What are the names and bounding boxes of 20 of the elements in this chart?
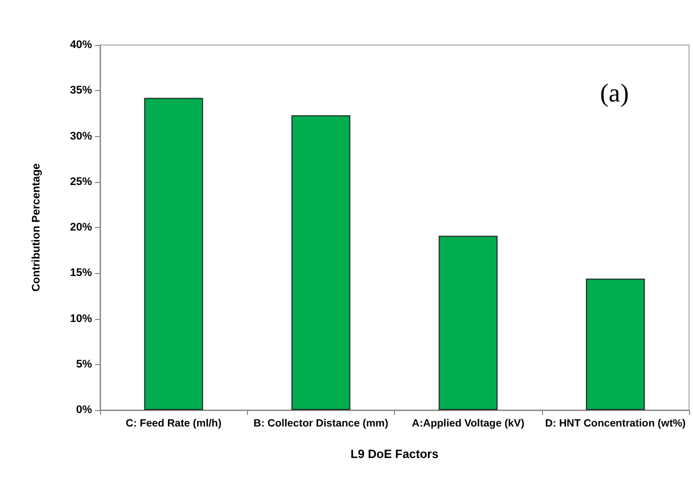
y-tick-label: 5% — [76, 358, 92, 370]
y-tick-label: 20% — [70, 222, 92, 234]
x-tick-label: B: Collector Distance (mm) — [253, 418, 388, 430]
y-axis-title: Contribution Percentage — [30, 163, 42, 292]
y-tick-label: 30% — [70, 130, 92, 142]
y-tick-label: 25% — [70, 176, 92, 188]
bar — [586, 278, 645, 410]
y-tick-label: 40% — [70, 39, 92, 51]
x-tick-label: A:Applied Voltage (kV) — [412, 418, 524, 430]
y-tick-label: 35% — [70, 84, 92, 97]
annotation: (a) — [600, 78, 629, 108]
y-tick-label: 0% — [76, 404, 92, 416]
bar — [438, 236, 498, 410]
y-tick-label: 15% — [70, 267, 92, 280]
bar — [291, 115, 350, 410]
x-tick-label: D: HNT Concentration (wt%) — [545, 418, 686, 430]
x-tick-label: C: Feed Rate (ml/h) — [126, 418, 222, 430]
y-tick-label: 10% — [70, 312, 92, 325]
x-axis-title: L9 DoE Factors — [350, 447, 439, 461]
bar — [144, 98, 204, 410]
